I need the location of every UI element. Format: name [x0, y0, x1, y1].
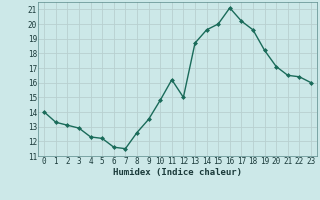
X-axis label: Humidex (Indice chaleur): Humidex (Indice chaleur)	[113, 168, 242, 177]
